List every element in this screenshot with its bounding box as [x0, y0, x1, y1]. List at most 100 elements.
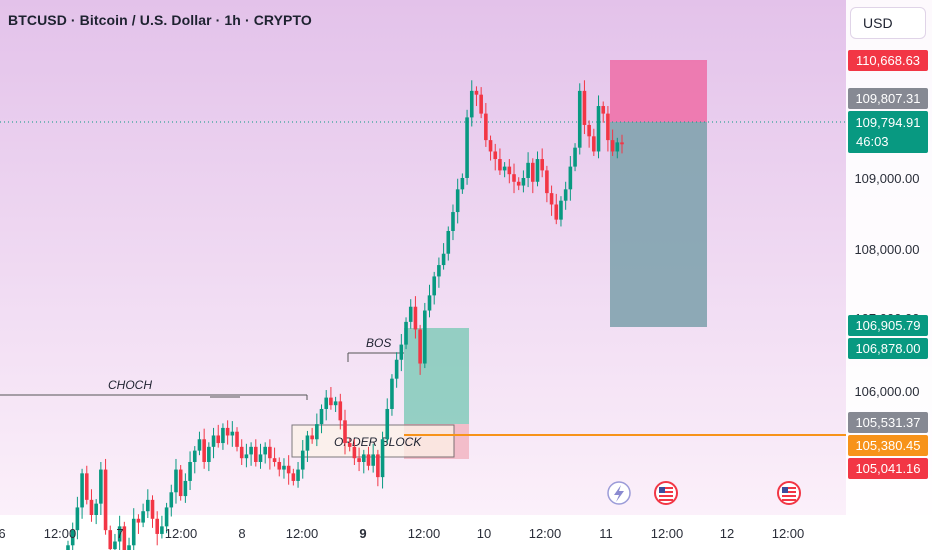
candle-body [225, 427, 230, 436]
candle-body [394, 359, 399, 379]
candle-body [455, 189, 460, 213]
candle-body [89, 499, 94, 515]
entry-price-tag: 106,905.79 [848, 315, 928, 336]
time-axis-background [0, 515, 932, 550]
price-axis-tick: 109,000.00 [854, 171, 919, 186]
candle-body [512, 174, 516, 182]
candle-body [75, 507, 80, 531]
candle-body [300, 450, 305, 470]
candle-body [502, 166, 507, 171]
us-flag-event-icon[interactable] [777, 481, 801, 505]
target-zone[interactable] [610, 60, 707, 122]
candle-body [507, 166, 512, 175]
candle-body [521, 177, 526, 186]
candle-body [146, 499, 150, 512]
candle-body [582, 90, 587, 125]
order-block-price-tag: 105,380.45 [848, 435, 928, 456]
candle-body [249, 446, 253, 455]
candle-body [319, 408, 324, 425]
candle-body [592, 136, 596, 152]
candle-body [160, 526, 164, 534]
candle-body [136, 518, 141, 523]
candle-body [70, 530, 75, 546]
candle-body [563, 189, 568, 201]
candle-body [305, 435, 310, 451]
candle-body [315, 424, 319, 440]
candle-body [526, 162, 530, 178]
candle-body [559, 200, 563, 220]
flash-event-icon[interactable] [607, 481, 631, 505]
target-price-tag: 110,668.63 [848, 50, 928, 71]
stop-zone[interactable] [610, 122, 707, 327]
candle-body [174, 469, 178, 493]
currency-button[interactable]: USD [850, 7, 926, 39]
candle-body [545, 170, 549, 194]
time-axis-tick: 9 [359, 526, 367, 541]
candle-body [272, 458, 277, 462]
candle-body [178, 469, 183, 497]
candle-body [282, 465, 286, 470]
time-axis-tick: 11 [599, 526, 613, 541]
candle-body [286, 465, 291, 474]
candle-body [474, 90, 479, 95]
candle-body [540, 159, 544, 171]
candle-body [268, 446, 272, 459]
level-price-tag: 106,878.00 [848, 338, 928, 359]
price-axis-tick: 108,000.00 [854, 242, 919, 257]
candle-body [239, 446, 244, 459]
price-axis-tick: 106,000.00 [854, 384, 919, 399]
last-price-tag: 109,794.91 46:03 [848, 111, 928, 153]
candle-body [230, 431, 235, 436]
candle-body [155, 518, 160, 534]
candle-body [258, 454, 263, 462]
bos-zone[interactable] [404, 328, 469, 424]
candle-body [620, 142, 624, 145]
candle-body [117, 526, 122, 542]
candle-body [427, 295, 432, 311]
order-block-label: ORDER BLOCK [334, 435, 422, 449]
time-axis-tick: 12 [719, 526, 735, 541]
candle-body [460, 177, 465, 190]
candle-body [99, 469, 103, 504]
us-flag-event-icon[interactable] [654, 481, 678, 505]
candle-body [122, 526, 127, 550]
candle-body [357, 458, 361, 462]
candle-body [131, 518, 136, 546]
candle-body [535, 159, 540, 182]
candle-body [366, 454, 371, 466]
candle-body [451, 212, 455, 231]
candle-body [141, 511, 145, 523]
candle-body [437, 265, 441, 277]
chart-title: BTCUSD · Bitcoin / U.S. Dollar · 1h · CR… [8, 12, 312, 28]
candle-body [418, 329, 422, 364]
candle-body [94, 503, 98, 515]
candles-group [66, 80, 624, 550]
candle-body [371, 454, 375, 466]
candle-body [385, 408, 390, 440]
candle-body [408, 306, 413, 322]
low-price-tag: 105,531.37 [848, 412, 928, 433]
candle-body [263, 446, 267, 455]
candle-body [113, 541, 117, 550]
candle-body [84, 473, 89, 500]
time-axis-tick: 8 [238, 526, 246, 541]
candle-body [446, 230, 451, 254]
candle-body [329, 397, 333, 406]
candle-body [202, 439, 206, 462]
candle-body [413, 306, 418, 330]
stop-price-tag: 105,041.16 [848, 458, 928, 479]
candle-body [376, 454, 380, 478]
candle-body [465, 117, 469, 178]
time-axis-tick: 12:00 [528, 526, 562, 541]
time-axis-tick: 12:00 [407, 526, 441, 541]
candle-body [216, 435, 221, 444]
candle-body [554, 204, 559, 220]
candle-body [333, 401, 338, 406]
candle-body [347, 443, 352, 447]
candle-body [253, 446, 258, 462]
time-axis-tick: 12:00 [285, 526, 319, 541]
candle-body [80, 473, 84, 508]
candle-body [197, 439, 202, 451]
